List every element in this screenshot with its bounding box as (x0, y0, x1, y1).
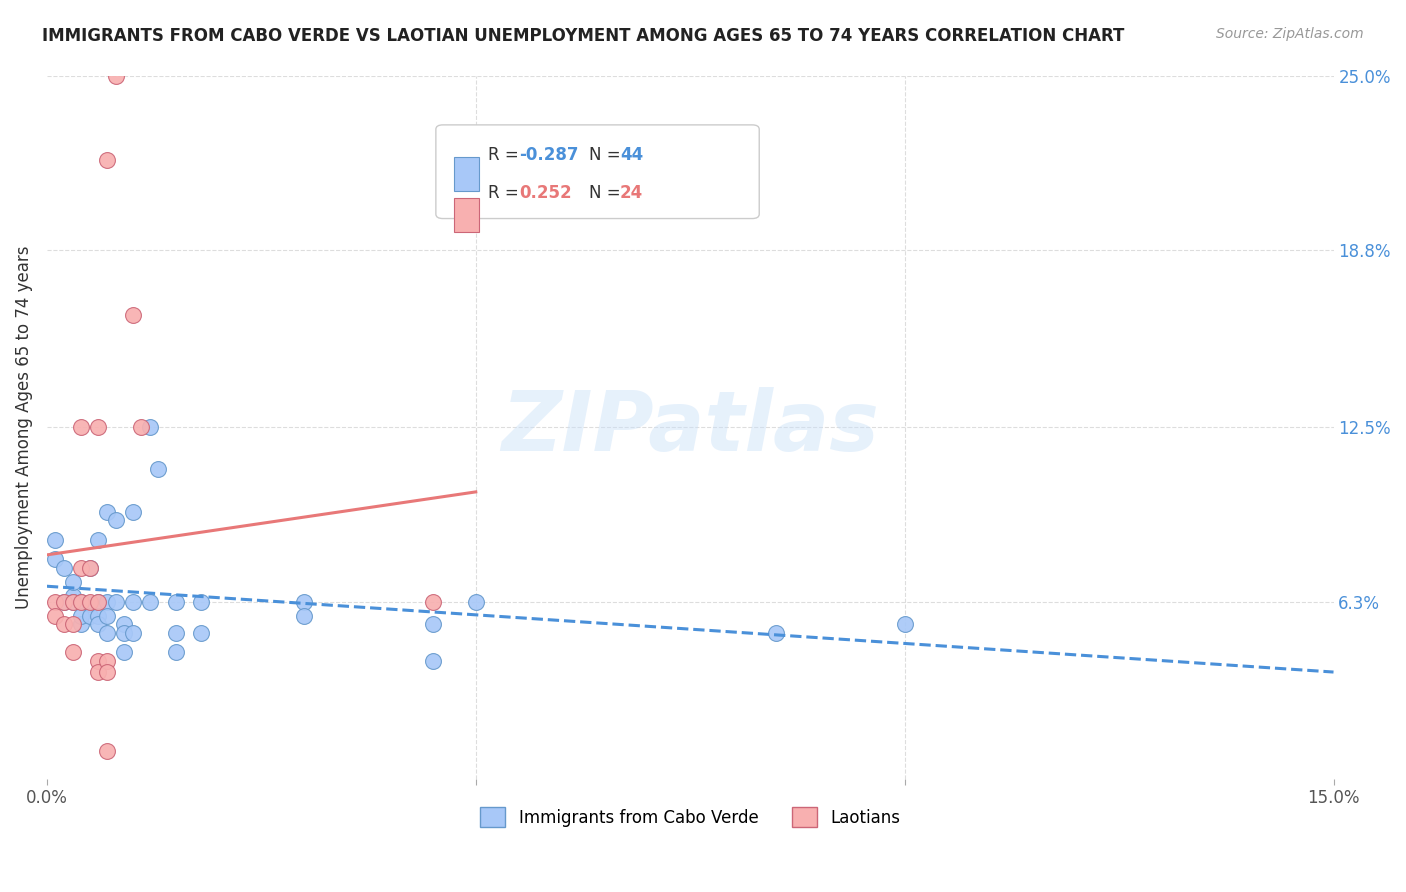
Point (112, 617, 135, 632)
Point (53, 595, 76, 609)
Point (62, 574, 84, 589)
Point (121, 308, 143, 322)
Point (121, 625, 143, 640)
Point (70, 561, 93, 575)
Point (87, 608, 110, 623)
Point (44, 552, 66, 566)
Point (190, 595, 212, 609)
Text: 44: 44 (620, 145, 644, 164)
Point (44, 533, 66, 547)
Text: R =: R = (488, 184, 524, 202)
Point (87, 595, 110, 609)
Point (62, 645, 84, 659)
Point (44, 595, 66, 609)
Point (464, 595, 486, 609)
Point (62, 595, 84, 609)
Point (292, 595, 315, 609)
Point (96, 608, 118, 623)
Point (190, 625, 212, 640)
Point (96, 505, 118, 519)
Point (70, 608, 93, 623)
Point (121, 595, 143, 609)
Point (79, 595, 101, 609)
Point (87, 617, 110, 632)
Point (96, 665, 118, 679)
Point (165, 645, 187, 659)
Point (165, 595, 187, 609)
Point (79, 561, 101, 575)
Point (893, 617, 915, 632)
Point (62, 595, 84, 609)
Text: R =: R = (488, 145, 524, 164)
Point (70, 595, 93, 609)
Point (53, 595, 76, 609)
Point (79, 561, 101, 575)
Point (165, 625, 187, 640)
Y-axis label: Unemployment Among Ages 65 to 74 years: Unemployment Among Ages 65 to 74 years (15, 245, 32, 609)
Point (422, 595, 444, 609)
Point (53, 561, 76, 575)
Legend: Immigrants from Cabo Verde, Laotians: Immigrants from Cabo Verde, Laotians (474, 800, 907, 834)
Point (422, 617, 444, 632)
Point (765, 625, 787, 640)
Point (87, 654, 110, 668)
Point (104, 595, 127, 609)
Point (62, 589, 84, 603)
Point (79, 608, 101, 623)
Point (112, 645, 135, 659)
Point (62, 617, 84, 632)
Point (87, 533, 110, 547)
Point (129, 420, 152, 434)
Text: N =: N = (589, 184, 626, 202)
Point (53, 617, 76, 632)
Point (104, 69, 127, 83)
Point (96, 153, 118, 167)
Point (121, 505, 143, 519)
Text: ZIPatlas: ZIPatlas (502, 387, 879, 467)
Point (139, 420, 162, 434)
Point (96, 625, 118, 640)
Point (104, 513, 127, 527)
Point (70, 617, 93, 632)
Point (422, 654, 444, 668)
Text: Source: ZipAtlas.com: Source: ZipAtlas.com (1216, 27, 1364, 41)
Point (70, 420, 93, 434)
Point (112, 625, 135, 640)
Point (79, 598, 101, 612)
Text: 24: 24 (620, 184, 644, 202)
Point (148, 462, 170, 476)
Point (44, 608, 66, 623)
Text: IMMIGRANTS FROM CABO VERDE VS LAOTIAN UNEMPLOYMENT AMONG AGES 65 TO 74 YEARS COR: IMMIGRANTS FROM CABO VERDE VS LAOTIAN UN… (42, 27, 1125, 45)
Point (96, 595, 118, 609)
Text: -0.287: -0.287 (519, 145, 578, 164)
Point (139, 595, 162, 609)
Text: 0.252: 0.252 (519, 184, 571, 202)
Point (96, 654, 118, 668)
Point (70, 595, 93, 609)
Point (96, 744, 118, 758)
Point (87, 665, 110, 679)
Point (87, 595, 110, 609)
Point (87, 420, 110, 434)
Text: N =: N = (589, 145, 626, 164)
Point (292, 608, 315, 623)
